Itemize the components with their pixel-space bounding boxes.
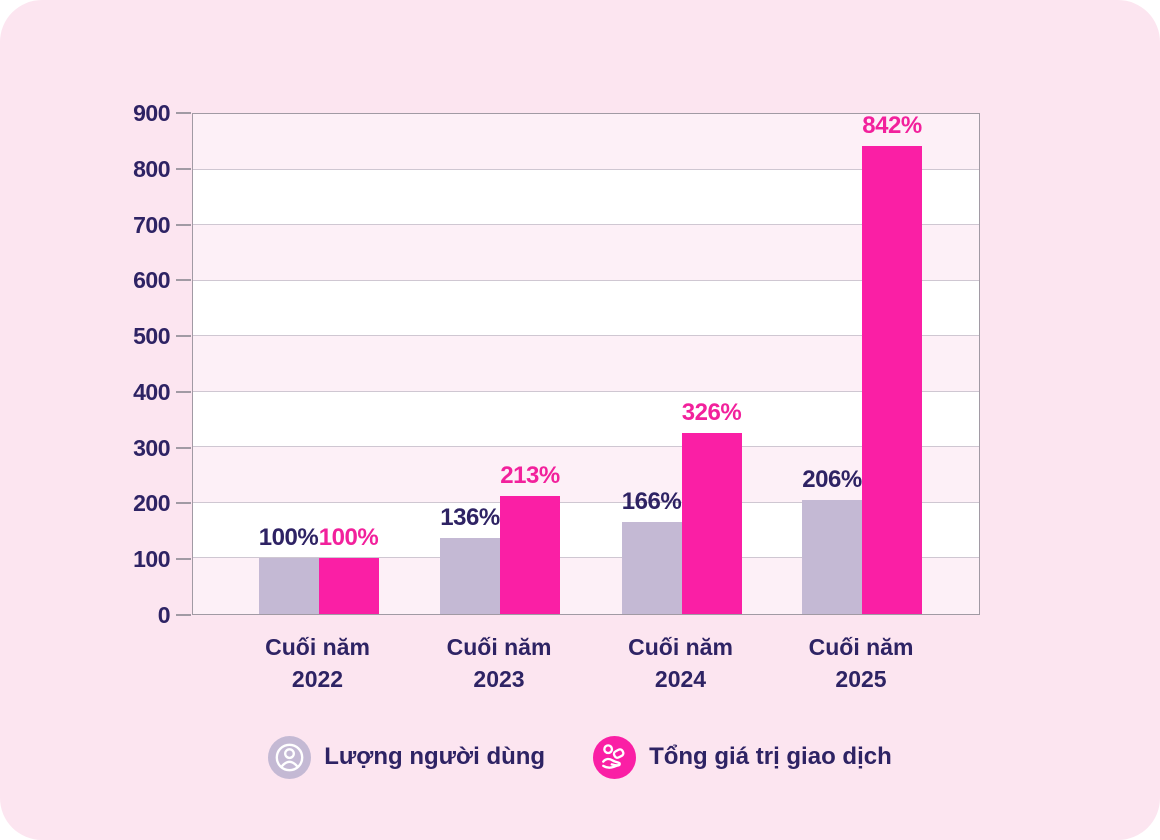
y-axis-tick	[176, 390, 191, 393]
y-axis-tick	[176, 614, 191, 616]
y-axis-tick	[176, 502, 191, 505]
y-axis-tick-label: 500	[133, 323, 170, 350]
plot-band	[193, 169, 979, 226]
bar-value-label: 213%	[500, 461, 560, 489]
x-axis-label-2025: Cuối năm 2025	[771, 631, 951, 695]
y-axis-tick-label: 600	[133, 267, 170, 294]
y-axis-tick	[176, 558, 191, 561]
gridline	[193, 168, 979, 170]
y-axis-tick	[176, 167, 191, 170]
y-axis-tick-label: 400	[133, 378, 170, 405]
gridline	[193, 279, 979, 281]
plot-area: 100% 100% 136% 213% 166% 326% 206% 842%	[192, 112, 980, 615]
hand-coins-icon	[593, 735, 637, 779]
plot-band	[193, 114, 979, 170]
y-axis-tick	[176, 279, 191, 282]
legend-item-transactions: Tổng giá trị giao dịch	[593, 735, 892, 779]
x-axis-label-line1: Cuối năm	[808, 634, 914, 660]
bar-users-2023	[440, 538, 500, 614]
plot-band	[193, 336, 979, 392]
x-axis-label-line1: Cuối năm	[628, 634, 733, 660]
x-axis-label-2024: Cuối năm 2024	[591, 631, 771, 695]
y-axis-tick-label: 300	[133, 434, 170, 461]
y-axis-tick-label: 0	[157, 602, 171, 628]
bar-transactions-2023	[500, 495, 560, 614]
y-axis-tick-label: 100	[133, 546, 170, 573]
y-axis-tick	[176, 223, 191, 226]
plot-band	[193, 391, 979, 448]
y-axis-tick	[176, 446, 191, 449]
bar-users-2025	[802, 499, 862, 614]
x-axis-label-2023: Cuối năm 2023	[409, 631, 589, 695]
bars-layer: 100% 100% 136% 213% 166% 326% 206% 842%	[193, 112, 979, 614]
bar-value-label: 326%	[681, 398, 742, 426]
gridline	[193, 557, 979, 559]
x-axis-label-line1: Cuối năm	[446, 634, 552, 660]
user-icon	[268, 735, 312, 779]
bar-value-label: 100%	[258, 524, 319, 552]
gridline	[193, 446, 979, 448]
y-axis-tick-label: 700	[133, 211, 170, 238]
legend: Lượng người dùng Tổng giá trị giao dịch	[0, 733, 1160, 781]
y-axis-tick-label: 200	[133, 490, 170, 517]
y-axis-tick-label: 800	[133, 155, 170, 182]
legend-label-users: Lượng người dùng	[324, 743, 546, 770]
bar-transactions-2022	[318, 558, 379, 614]
y-axis-tick	[176, 335, 191, 338]
y-axis-tick-label: 900	[133, 100, 170, 126]
gridline	[193, 224, 979, 226]
bar-users-2024	[621, 521, 682, 614]
x-axis-label-line2: 2023	[473, 666, 525, 692]
legend-label-transactions: Tổng giá trị giao dịch	[649, 743, 892, 770]
bar-value-label: 206%	[802, 465, 862, 493]
x-axis-label-line2: 2022	[291, 666, 344, 692]
y-axis-tick	[176, 112, 191, 114]
bar-transactions-2024	[681, 432, 742, 614]
bar-value-label: 136%	[440, 504, 500, 532]
x-axis-label-line2: 2025	[835, 666, 887, 692]
gridline	[193, 501, 979, 503]
bar-transactions-2025	[862, 146, 922, 614]
gridlines	[193, 114, 979, 614]
x-axis-label-line2: 2024	[654, 666, 707, 692]
bar-value-label: 842%	[862, 112, 922, 140]
plot-band	[193, 225, 979, 281]
x-axis-label-line1: Cuối năm	[265, 634, 370, 660]
plot-band	[193, 447, 979, 503]
legend-item-users: Lượng người dùng	[268, 735, 546, 779]
x-axis-label-2022: Cuối năm 2022	[228, 631, 408, 695]
bar-value-label: 166%	[621, 487, 682, 515]
bar-users-2022	[258, 558, 319, 614]
gridline	[193, 390, 979, 392]
gridline	[193, 335, 979, 337]
bar-value-label: 100%	[318, 524, 379, 552]
plot-band	[193, 280, 979, 337]
